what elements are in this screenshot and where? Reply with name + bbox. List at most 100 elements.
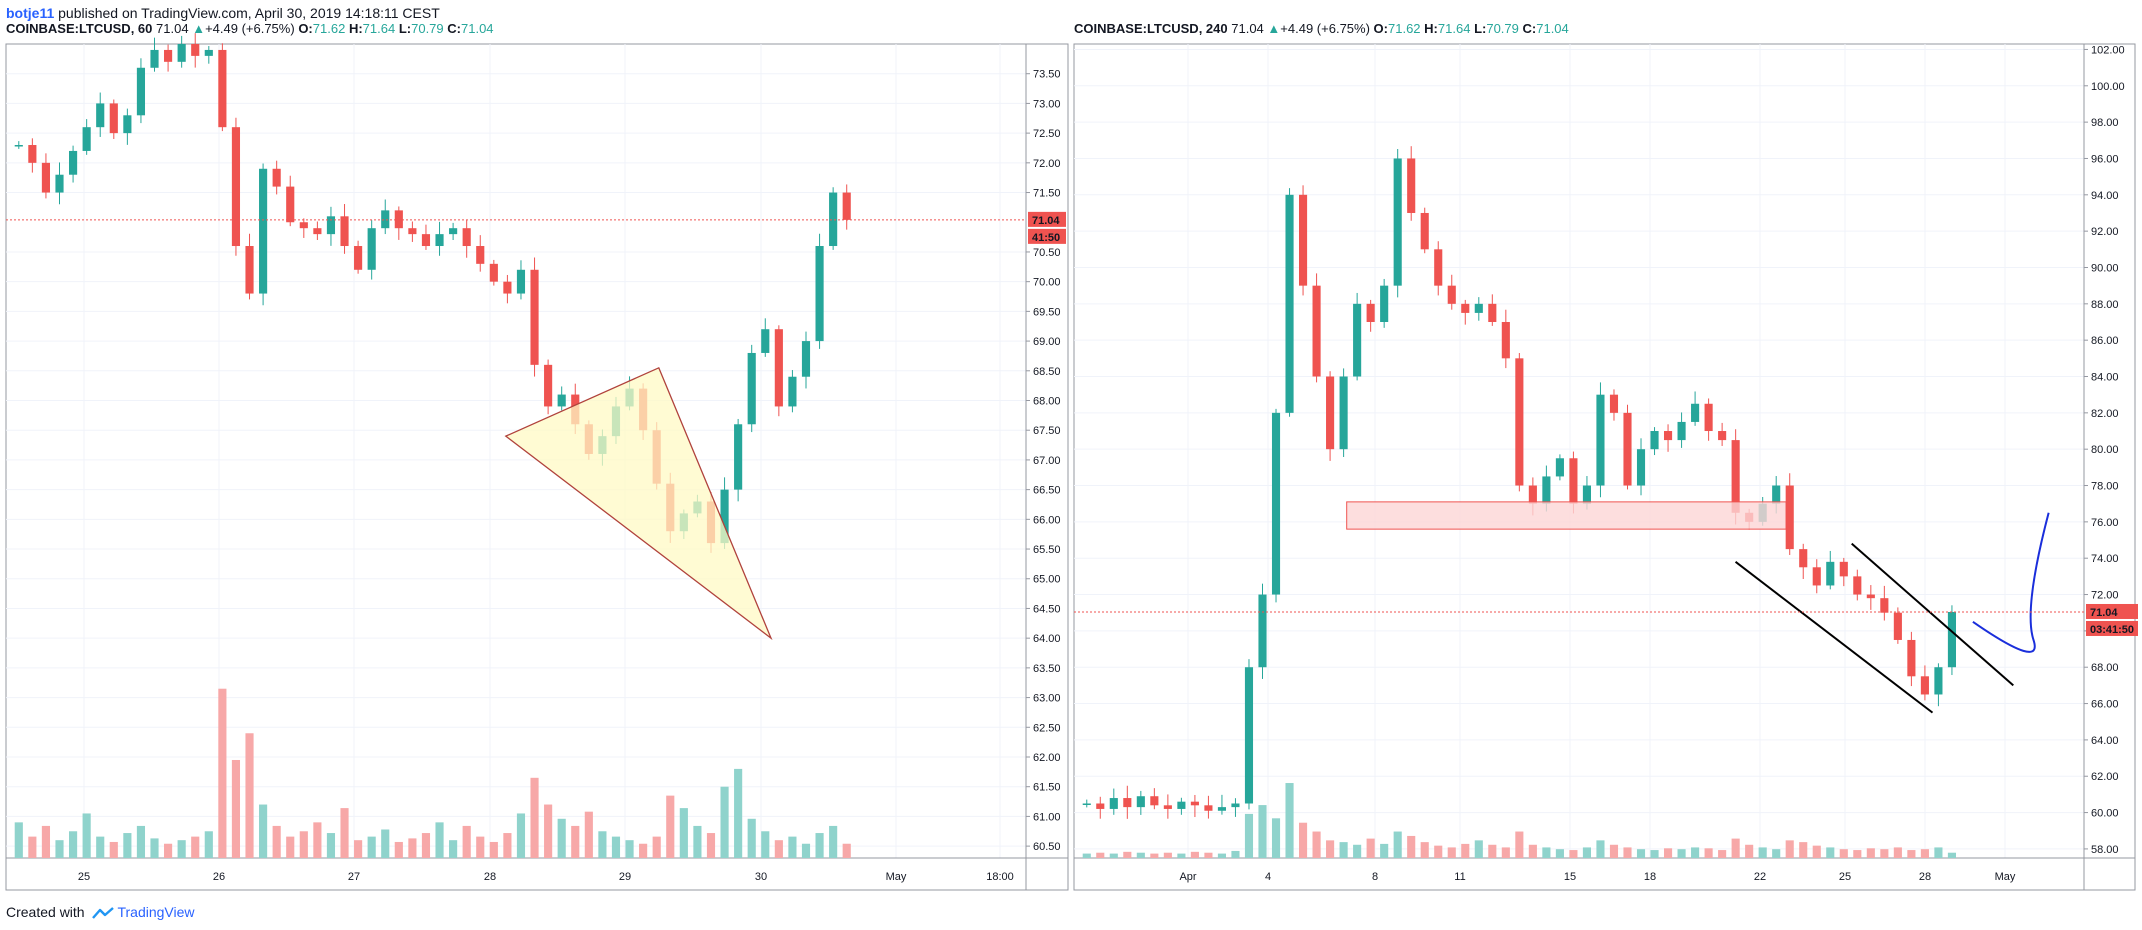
- x-tick-label: 11: [1454, 871, 1465, 883]
- candle-body: [421, 234, 431, 247]
- open-label: O:: [1373, 21, 1388, 36]
- candle-body: [218, 49, 227, 128]
- volume-bar: [1420, 842, 1429, 858]
- y-tick-label: 76.00: [2091, 517, 2119, 529]
- volume-bar: [774, 840, 783, 858]
- volume-bar: [1609, 844, 1619, 858]
- candle-body: [1826, 561, 1835, 586]
- volume-bar: [557, 818, 566, 858]
- volume-bar: [1542, 847, 1551, 858]
- x-tick-label: May: [1995, 871, 2016, 883]
- candle-body: [1636, 449, 1646, 486]
- volume-bar: [1866, 848, 1875, 858]
- close-label: C:: [1522, 21, 1537, 36]
- candle-body: [1096, 803, 1105, 809]
- candle-body: [326, 216, 336, 235]
- volume-bar: [1772, 849, 1781, 858]
- candle-body: [299, 222, 308, 229]
- open-value: 71.62: [312, 21, 346, 36]
- y-tick-label: 65.50: [1033, 544, 1061, 556]
- candle-body: [394, 210, 403, 229]
- last-price: 71.04: [156, 21, 189, 36]
- volume-bar: [313, 822, 322, 858]
- volume-bar: [1339, 842, 1348, 858]
- volume-bar: [1190, 851, 1199, 858]
- volume-bar: [69, 831, 78, 858]
- volume-bar: [326, 833, 336, 858]
- y-tick-label: 66.50: [1033, 485, 1061, 497]
- candle-body: [489, 263, 498, 282]
- close-value: 71.04: [1536, 21, 1569, 36]
- candle-body: [530, 269, 539, 365]
- candle-body: [720, 489, 729, 544]
- high-value: 71.64: [1437, 21, 1471, 36]
- volume-bar: [435, 822, 444, 858]
- volume-bar: [394, 841, 403, 858]
- x-tick-label: 28: [1919, 871, 1931, 883]
- volume-bar: [1853, 850, 1862, 858]
- x-tick-label: 30: [755, 871, 767, 883]
- volume-bar: [96, 836, 105, 858]
- volume-bar: [1082, 853, 1091, 858]
- volume-bar: [1947, 852, 1956, 858]
- candle-body: [1285, 194, 1294, 413]
- author-username[interactable]: botje11: [6, 5, 55, 21]
- last-price-label: 71.04: [2090, 607, 2118, 619]
- candle-body: [1258, 594, 1267, 668]
- volume-bar: [123, 833, 132, 858]
- volume-bar: [679, 808, 688, 858]
- candle-body: [1947, 611, 1956, 668]
- candle-body: [1109, 798, 1118, 809]
- projection-curve-drawing: [1972, 512, 2050, 653]
- candle-body: [1366, 303, 1375, 322]
- volume-bar: [1231, 850, 1240, 858]
- volume-bar: [489, 841, 498, 858]
- candle-body: [1420, 212, 1429, 250]
- change-arrow-icon: ▲: [192, 21, 206, 36]
- volume-bar: [421, 833, 431, 858]
- candle-body: [1907, 639, 1916, 677]
- y-tick-label: 62.00: [2091, 771, 2119, 783]
- x-tick-label: May: [886, 871, 907, 883]
- candle-body: [55, 174, 64, 193]
- volume-bar: [571, 825, 580, 858]
- volume-bar: [1461, 843, 1470, 858]
- change-arrow-icon: ▲: [1267, 21, 1281, 36]
- candle-body: [204, 49, 213, 56]
- candle-body: [313, 228, 322, 235]
- volume-bar: [1650, 850, 1659, 858]
- candle-body: [1339, 376, 1348, 450]
- candle-body: [1123, 798, 1132, 808]
- candle-body: [1880, 598, 1889, 613]
- low-value: 70.79: [1486, 21, 1519, 36]
- volume-bar: [1826, 847, 1835, 858]
- candle-body: [1677, 421, 1686, 441]
- volume-bar: [747, 818, 756, 858]
- volume-bar: [354, 840, 363, 858]
- candle-body: [503, 281, 512, 294]
- right-chart-legend: COINBASE:LTCUSD, 240 71.04 ▲+4.49 (+6.75…: [1074, 20, 1569, 38]
- tradingview-brand-link[interactable]: TradingView: [117, 904, 195, 920]
- volume-bar: [1569, 850, 1578, 858]
- volume-bar: [1501, 847, 1510, 858]
- candle-body: [1231, 803, 1240, 808]
- candle-body: [1353, 303, 1362, 377]
- candle-body: [1136, 796, 1145, 808]
- candle-body: [1569, 458, 1578, 504]
- y-tick-label: 74.00: [2091, 553, 2119, 565]
- y-tick-label: 58.00: [2091, 844, 2119, 856]
- y-tick-label: 84.00: [2091, 372, 2119, 384]
- candle-body: [381, 210, 390, 229]
- volume-bar: [761, 831, 770, 858]
- candle-body: [476, 246, 485, 264]
- candle-body: [829, 192, 838, 247]
- candle-body: [191, 44, 200, 56]
- y-tick-label: 82.00: [2091, 408, 2119, 420]
- x-tick-label: 25: [78, 871, 90, 883]
- y-tick-label: 94.00: [2091, 190, 2119, 202]
- volume-bar: [842, 843, 851, 858]
- x-tick-label: 15: [1564, 871, 1576, 883]
- x-tick-label: 28: [484, 871, 496, 883]
- y-tick-label: 63.50: [1033, 663, 1061, 675]
